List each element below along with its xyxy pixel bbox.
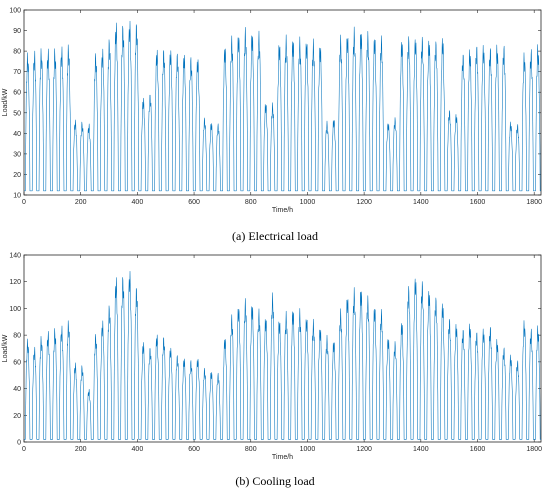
electrical-load-x-tick-label: 1600 <box>470 199 486 206</box>
electrical-load-y-tick-label: 10 <box>13 193 21 200</box>
cooling-load-y-tick-label: 0 <box>17 440 21 447</box>
electrical-load-y-tick-label: 60 <box>13 90 21 97</box>
electrical-load-ticks: 0 200 400 600 800 1000 1200 1400 1600 1800 10 20 30 4… <box>9 8 542 207</box>
cooling-load-x-tick-label: 200 <box>75 446 87 453</box>
cooling-load-panel: 0 200 400 600 800 1000 1200 1400 1600 1800 0 20 40 60… <box>2 253 542 489</box>
electrical-load-plot-area <box>23 9 542 196</box>
cooling-load-y-axis-title: Load/kW <box>2 334 9 362</box>
electrical-load-x-tick-label: 200 <box>75 199 87 206</box>
cooling-load-y-tick-label: 80 <box>13 333 21 340</box>
electrical-load-series-line <box>24 20 541 192</box>
cooling-load-y-tick-label: 40 <box>13 386 21 393</box>
electrical-load-x-tick-label: 1200 <box>356 199 372 206</box>
cooling-load-y-tick-label: 120 <box>9 279 21 286</box>
cooling-load-x-tick-label: 1400 <box>413 446 429 453</box>
cooling-load-x-tick-label: 1000 <box>300 446 316 453</box>
electrical-load-x-axis-title: Time/h <box>272 207 293 214</box>
cooling-load-x-tick-label: 600 <box>188 446 200 453</box>
electrical-load-x-tick-label: 600 <box>188 199 200 206</box>
cooling-load-ticks: 0 200 400 600 800 1000 1200 1400 1600 1800 0 20 40 60… <box>9 253 542 454</box>
cooling-load-y-tick-label: 60 <box>13 359 21 366</box>
electrical-load-y-tick-label: 40 <box>13 131 21 138</box>
cooling-load-x-tick-label: 1200 <box>356 446 372 453</box>
electrical-load-x-tick-label: 0 <box>22 199 26 206</box>
electrical-load-y-tick-label: 50 <box>13 110 21 117</box>
electrical-load-caption: (a) Electrical load <box>232 229 318 243</box>
cooling-load-y-tick-label: 140 <box>9 253 21 260</box>
electrical-load-x-tick-label: 400 <box>132 199 144 206</box>
cooling-load-x-tick-label: 0 <box>22 446 26 453</box>
cooling-load-series-line <box>24 271 541 440</box>
cooling-load-x-tick-label: 1800 <box>526 446 542 453</box>
cooling-load-x-axis-title: Time/h <box>272 454 293 461</box>
electrical-load-y-tick-label: 100 <box>9 8 21 15</box>
electrical-load-panel: 0 200 400 600 800 1000 1200 1400 1600 1800 10 20 30 4… <box>2 8 542 244</box>
electrical-load-x-tick-label: 1400 <box>413 199 429 206</box>
electrical-load-x-tick-label: 1000 <box>300 199 316 206</box>
electrical-load-x-tick-label: 800 <box>245 199 257 206</box>
electrical-load-y-tick-label: 20 <box>13 172 21 179</box>
cooling-load-caption: (b) Cooling load <box>235 474 314 488</box>
cooling-load-x-tick-label: 800 <box>245 446 257 453</box>
electrical-load-y-tick-label: 70 <box>13 69 21 76</box>
cooling-load-x-tick-label: 400 <box>132 446 144 453</box>
cooling-load-y-tick-label: 20 <box>13 413 21 420</box>
electrical-load-y-axis-title: Load/kW <box>2 88 9 116</box>
electrical-load-y-tick-label: 30 <box>13 151 21 158</box>
cooling-load-plot-area <box>23 254 542 443</box>
electrical-load-x-tick-label: 1800 <box>526 199 542 206</box>
electrical-load-y-tick-label: 80 <box>13 49 21 56</box>
cooling-load-y-tick-label: 100 <box>9 306 21 313</box>
electrical-load-y-tick-label: 90 <box>13 28 21 35</box>
cooling-load-x-tick-label: 1600 <box>470 446 486 453</box>
